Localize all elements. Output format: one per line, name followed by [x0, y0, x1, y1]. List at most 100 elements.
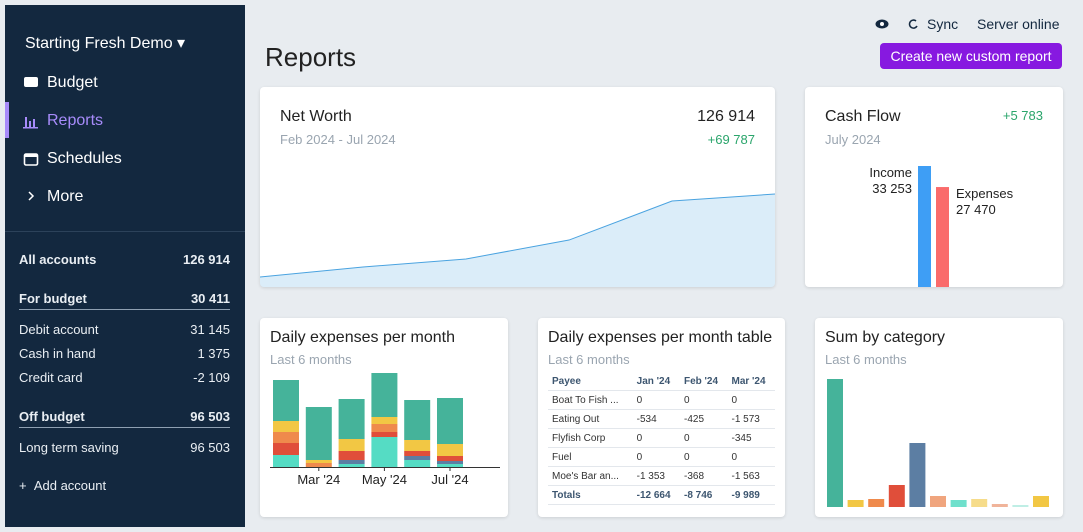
- add-account[interactable]: + Add account: [19, 478, 107, 493]
- expense-segment: [371, 417, 398, 424]
- card-title: Cash Flow: [825, 108, 901, 125]
- income-value: 33 253: [872, 181, 912, 196]
- table-row: Boat To Fish ... 0 0 0: [548, 390, 775, 410]
- group-balance: 96 503: [190, 409, 230, 424]
- expenses-bar: [936, 187, 949, 287]
- expense-segment: [371, 373, 398, 417]
- total-cell: -9 989: [727, 485, 775, 505]
- account-name[interactable]: Long term saving: [19, 440, 119, 455]
- expense-segment: [437, 398, 463, 444]
- table-cell: Moe's Bar an...: [548, 466, 633, 486]
- expense-segment: [338, 439, 365, 451]
- active-indicator: [5, 102, 9, 138]
- expenses-table: Payee Jan '24 Feb '24 Mar '24 Boat To Fish .…: [548, 372, 775, 505]
- nav-icons: [23, 77, 39, 201]
- group-underline: [19, 309, 230, 310]
- expenses-value: 27 470: [956, 202, 996, 217]
- card-subtitle: Feb 2024 - Jul 2024: [280, 132, 396, 147]
- expense-segment: [404, 456, 431, 460]
- daily-expenses-card[interactable]: Daily expenses per month Last 6 months M…: [260, 318, 508, 517]
- account-balance: 31 145: [190, 322, 230, 337]
- category-bar: [827, 379, 843, 507]
- card-subtitle: Last 6 months: [270, 352, 352, 367]
- totals-row: Totals -12 664 -8 746 -9 989: [548, 485, 775, 505]
- table-row: Eating Out -534 -425 -1 573: [548, 409, 775, 429]
- nav-item[interactable]: Budget: [47, 74, 98, 91]
- account-name[interactable]: Debit account: [19, 322, 99, 337]
- total-cell: Totals: [548, 485, 633, 505]
- table-cell: 0: [632, 390, 680, 410]
- total-cell: -8 746: [679, 485, 728, 505]
- table-cell: 0: [679, 390, 728, 410]
- expense-segment: [404, 451, 431, 456]
- expense-segment: [273, 455, 299, 467]
- table-cell: 0: [679, 428, 728, 448]
- nav-item[interactable]: Schedules: [47, 150, 122, 167]
- account-name[interactable]: Cash in hand: [19, 346, 96, 361]
- create-report-button[interactable]: Create new custom report: [880, 43, 1062, 69]
- category-bar: [930, 496, 946, 507]
- card-title: Daily expenses per month table: [548, 329, 773, 346]
- table-cell: Eating Out: [548, 409, 633, 429]
- header-icons: [875, 19, 918, 29]
- table-cell: -1 353: [632, 466, 680, 486]
- expense-segment: [273, 443, 299, 455]
- card-subtitle: Last 6 months: [548, 352, 630, 367]
- card-subtitle: Last 6 months: [825, 352, 907, 367]
- category-bar: [991, 504, 1008, 507]
- account-balance: 1 375: [197, 346, 230, 361]
- sidebar: Starting Fresh Demo ▾ Budget Reports Sch…: [5, 5, 245, 527]
- category-bar: [909, 443, 926, 507]
- table-row: Flyfish Corp 0 0 -345: [548, 428, 775, 448]
- server-status[interactable]: Server online: [977, 16, 1060, 32]
- category-bar: [868, 499, 885, 507]
- expense-segment: [273, 432, 299, 443]
- category-bar: [971, 499, 988, 507]
- table-cell: Fuel: [548, 447, 633, 467]
- expense-segment: [404, 460, 431, 467]
- budget-name-text: Starting Fresh Demo: [25, 35, 173, 52]
- expense-segment: [338, 399, 365, 439]
- net-worth-total: 126 914: [697, 108, 755, 125]
- column-header: Jan '24: [632, 372, 680, 391]
- account-name[interactable]: All accounts: [19, 252, 97, 267]
- sum-by-category-chart: [827, 379, 1049, 507]
- account-name[interactable]: Credit card: [19, 370, 83, 385]
- table-cell: 0: [727, 390, 775, 410]
- table-cell: 0: [727, 447, 775, 467]
- expense-segment: [437, 461, 463, 464]
- expenses-table-card[interactable]: Daily expenses per month table Last 6 mo…: [538, 318, 785, 517]
- cash-flow-change: +5 783: [1002, 108, 1043, 123]
- net-worth-card[interactable]: Net Worth Feb 2024 - Jul 2024 126 914 +6…: [260, 87, 775, 287]
- budget-name[interactable]: Starting Fresh Demo ▾: [25, 35, 186, 52]
- total-cell: -12 664: [632, 485, 680, 505]
- expense-segment: [371, 437, 398, 467]
- table-cell: 0: [632, 428, 680, 448]
- expense-segment: [338, 460, 365, 464]
- table-cell: -425: [679, 409, 728, 429]
- cash-flow-card[interactable]: Cash Flow July 2024 +5 783 Income 33 253 E…: [805, 87, 1063, 287]
- expense-segment: [273, 380, 299, 421]
- category-bar: [1033, 496, 1049, 507]
- column-header: Mar '24: [727, 372, 775, 391]
- sum-by-category-card[interactable]: Sum by category Last 6 months: [815, 318, 1063, 517]
- expense-segment: [404, 400, 431, 440]
- account-balance: 126 914: [183, 252, 230, 267]
- table-cell: 0: [632, 447, 680, 467]
- nav-item[interactable]: More: [47, 188, 84, 205]
- expense-segment: [305, 463, 332, 467]
- category-bar: [888, 485, 905, 507]
- card-title: Daily expenses per month: [270, 329, 455, 346]
- x-tick-label: May '24: [362, 472, 407, 487]
- table-cell: -1 573: [727, 409, 775, 429]
- table-row: Fuel 0 0 0: [548, 447, 775, 467]
- account-balance: 96 503: [190, 440, 230, 455]
- table-cell: 0: [679, 447, 728, 467]
- group-name[interactable]: Off budget: [19, 409, 85, 424]
- page-title: Reports: [265, 42, 357, 72]
- sync-button[interactable]: Sync: [927, 16, 959, 32]
- nav-item[interactable]: Reports: [47, 112, 104, 129]
- group-name[interactable]: For budget: [19, 291, 87, 306]
